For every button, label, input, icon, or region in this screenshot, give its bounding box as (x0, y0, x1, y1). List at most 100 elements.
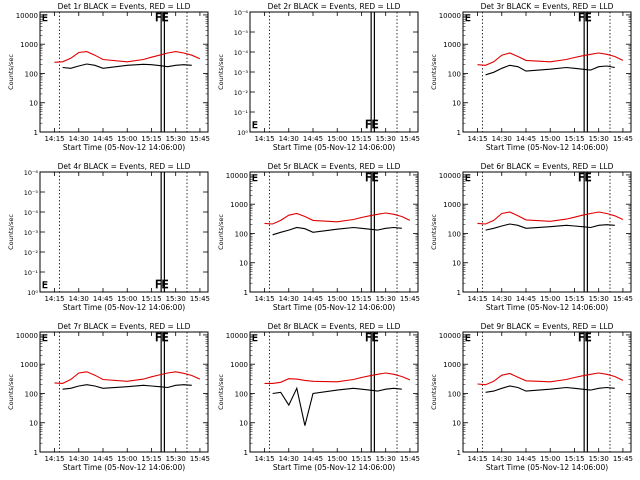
x-tick-label: 15:00 (540, 135, 560, 143)
y-tick-label: 10⁻¹ (24, 269, 39, 277)
x-tick-label: 15:30 (589, 455, 609, 463)
y-tick-label: 10 (452, 260, 461, 268)
y-tick-label: 10⁻⁴ (234, 49, 249, 57)
y-axis-label: Counts/sec (430, 214, 438, 250)
x-tick-label: 14:15 (467, 455, 487, 463)
panel-title: Det 2r BLACK = Events, RED = LLD (268, 2, 401, 11)
y-tick-label: 10 (239, 420, 248, 428)
y-tick-label: 10000 (226, 172, 248, 180)
y-tick-label: 10000 (226, 332, 248, 340)
fe-annotation: FE (578, 11, 591, 24)
x-tick-label: 15:15 (141, 135, 161, 143)
y-tick-label: 10 (452, 100, 461, 108)
x-tick-label: 15:45 (400, 295, 420, 303)
plot-frame (39, 171, 209, 293)
y-tick-label: 10000 (439, 332, 461, 340)
y-tick-label: 10⁻⁶ (234, 9, 249, 17)
panel-title: Det 5r BLACK = Events, RED = LLD (268, 162, 401, 171)
x-tick-label: 14:45 (516, 455, 536, 463)
y-tick-label: 100 (25, 390, 38, 398)
panel-det-9r: Det 9r BLACK = Events, RED = LLD 14:15 14:… (430, 322, 633, 472)
x-tick-label: 15:00 (117, 455, 137, 463)
y-axis-label: Counts/sec (430, 54, 438, 90)
panel-det-2r: Det 2r BLACK = Events, RED = LLD 14:15 14:… (217, 2, 420, 152)
series-lld-line (477, 211, 624, 225)
x-tick-label: 15:00 (327, 295, 347, 303)
y-axis-label: Counts/sec (217, 214, 225, 250)
plot-frame (249, 171, 419, 293)
y-tick-label: 1000 (20, 361, 38, 369)
x-tick-label: 15:30 (376, 295, 396, 303)
x-tick-label: 15:00 (117, 135, 137, 143)
panel-title: Det 3r BLACK = Events, RED = LLD (481, 2, 614, 11)
panel-det-5r: Det 5r BLACK = Events, RED = LLD 14:15 14:… (217, 162, 420, 312)
series-events-line (485, 385, 615, 393)
y-tick-label: 10000 (16, 12, 38, 20)
x-tick-label: 15:00 (540, 295, 560, 303)
x-tick-label: 15:00 (327, 455, 347, 463)
x-tick-label: 15:30 (376, 455, 396, 463)
y-axis-label: Counts/sec (7, 54, 15, 90)
x-tick-label: 15:15 (141, 455, 161, 463)
panel-det-6r: Det 6r BLACK = Events, RED = LLD 14:15 14:… (430, 162, 633, 312)
y-tick-label: 100 (448, 70, 461, 78)
x-tick-label: 14:45 (93, 455, 113, 463)
y-axis-label: Counts/sec (7, 374, 15, 410)
y-axis-label: Counts/sec (217, 54, 225, 90)
x-tick-label: 15:30 (166, 455, 186, 463)
x-tick-label: 14:45 (303, 455, 323, 463)
y-tick-label: 1 (34, 449, 38, 457)
panel-det-4r: Det 4r BLACK = Events, RED = LLD 14:15 14:… (7, 162, 210, 312)
x-tick-label: 15:30 (376, 135, 396, 143)
panel-det-1r: Det 1r BLACK = Events, RED = LLD 14:15 14:… (7, 2, 210, 152)
plot-frame (39, 331, 209, 453)
x-tick-label: 14:30 (279, 295, 299, 303)
series-events-line (272, 386, 402, 426)
fe-annotation: FE (365, 118, 378, 131)
fe-annotation: FE (155, 278, 168, 291)
edge-marker: E (465, 334, 471, 344)
y-tick-label: 100 (448, 230, 461, 238)
edge-marker: E (42, 14, 48, 24)
y-tick-label: 10000 (439, 12, 461, 20)
y-tick-label: 100 (448, 390, 461, 398)
y-tick-label: 1 (457, 449, 461, 457)
panel-title: Det 8r BLACK = Events, RED = LLD (268, 322, 401, 331)
y-tick-label: 1000 (230, 361, 248, 369)
y-tick-label: 10⁻⁵ (234, 29, 249, 37)
y-tick-label: 10000 (16, 332, 38, 340)
y-tick-label: 10⁻¹ (234, 109, 249, 117)
x-tick-label: 14:15 (44, 455, 64, 463)
y-tick-label: 1 (244, 289, 248, 297)
x-axis-label: Start Time (05-Nov-12 14:06:00) (486, 303, 608, 312)
y-tick-label: 10⁰ (237, 129, 248, 137)
y-tick-label: 1000 (443, 201, 461, 209)
fe-annotation: FE (155, 331, 168, 344)
y-tick-label: 10⁻² (234, 89, 249, 97)
x-tick-label: 14:15 (467, 295, 487, 303)
series-events-line (485, 64, 615, 76)
series-events-line (62, 63, 192, 69)
edge-marker: E (465, 174, 471, 184)
x-tick-label: 15:00 (327, 135, 347, 143)
x-tick-label: 15:15 (564, 455, 584, 463)
x-tick-label: 15:45 (613, 455, 633, 463)
x-tick-label: 14:30 (279, 135, 299, 143)
y-tick-label: 100 (235, 390, 248, 398)
plot-frame (462, 171, 632, 293)
series-events-line (485, 223, 615, 231)
x-tick-label: 14:15 (44, 135, 64, 143)
y-tick-label: 1000 (230, 201, 248, 209)
fe-annotation: FE (578, 331, 591, 344)
edge-marker: E (252, 334, 258, 344)
y-axis-label: Counts/sec (217, 374, 225, 410)
plot-frame (249, 11, 419, 133)
panel-det-3r: Det 3r BLACK = Events, RED = LLD 14:15 14:… (430, 2, 633, 152)
panel-title: Det 9r BLACK = Events, RED = LLD (481, 322, 614, 331)
panel-det-8r: Det 8r BLACK = Events, RED = LLD 14:15 14:… (217, 322, 420, 472)
y-tick-label: 1000 (443, 361, 461, 369)
y-tick-label: 10 (29, 420, 38, 428)
x-axis-label: Start Time (05-Nov-12 14:06:00) (63, 143, 185, 152)
edge-marker: E (42, 334, 48, 344)
